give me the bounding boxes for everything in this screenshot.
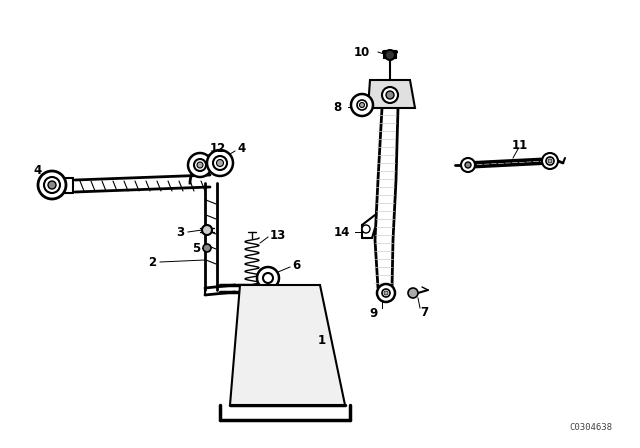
Polygon shape: [230, 285, 345, 405]
Circle shape: [548, 159, 552, 163]
Circle shape: [207, 150, 233, 176]
Circle shape: [213, 156, 227, 170]
Text: 11: 11: [512, 138, 528, 151]
Text: 13: 13: [270, 228, 286, 241]
Circle shape: [357, 100, 367, 110]
Circle shape: [385, 50, 395, 60]
Text: 4: 4: [34, 164, 42, 177]
Circle shape: [263, 273, 273, 283]
Circle shape: [360, 103, 365, 108]
Text: 5: 5: [192, 241, 200, 254]
Circle shape: [202, 225, 212, 235]
Text: 8: 8: [333, 100, 342, 113]
Circle shape: [362, 225, 370, 233]
Circle shape: [197, 162, 203, 168]
Circle shape: [188, 153, 212, 177]
Circle shape: [465, 162, 471, 168]
Circle shape: [386, 91, 394, 99]
Circle shape: [377, 284, 395, 302]
Text: 10: 10: [354, 46, 370, 59]
Circle shape: [48, 181, 56, 189]
Circle shape: [461, 158, 475, 172]
Circle shape: [351, 94, 373, 116]
Text: 4: 4: [238, 142, 246, 155]
Circle shape: [546, 157, 554, 165]
Text: 3: 3: [176, 225, 184, 238]
Text: 7: 7: [420, 306, 428, 319]
Circle shape: [216, 159, 223, 167]
Polygon shape: [368, 80, 415, 108]
Circle shape: [38, 171, 66, 199]
Text: C0304638: C0304638: [569, 423, 612, 432]
Circle shape: [44, 177, 60, 193]
Circle shape: [203, 244, 211, 252]
Text: 9: 9: [370, 306, 378, 319]
Circle shape: [382, 289, 390, 297]
Circle shape: [408, 288, 418, 298]
Circle shape: [382, 87, 398, 103]
Circle shape: [257, 267, 279, 289]
Text: 14: 14: [333, 225, 350, 238]
Circle shape: [542, 153, 558, 169]
Text: 2: 2: [148, 255, 156, 268]
Circle shape: [384, 291, 388, 295]
Text: 6: 6: [292, 258, 300, 271]
Circle shape: [194, 159, 206, 171]
Text: 12: 12: [210, 142, 226, 155]
Text: 1: 1: [318, 333, 326, 346]
